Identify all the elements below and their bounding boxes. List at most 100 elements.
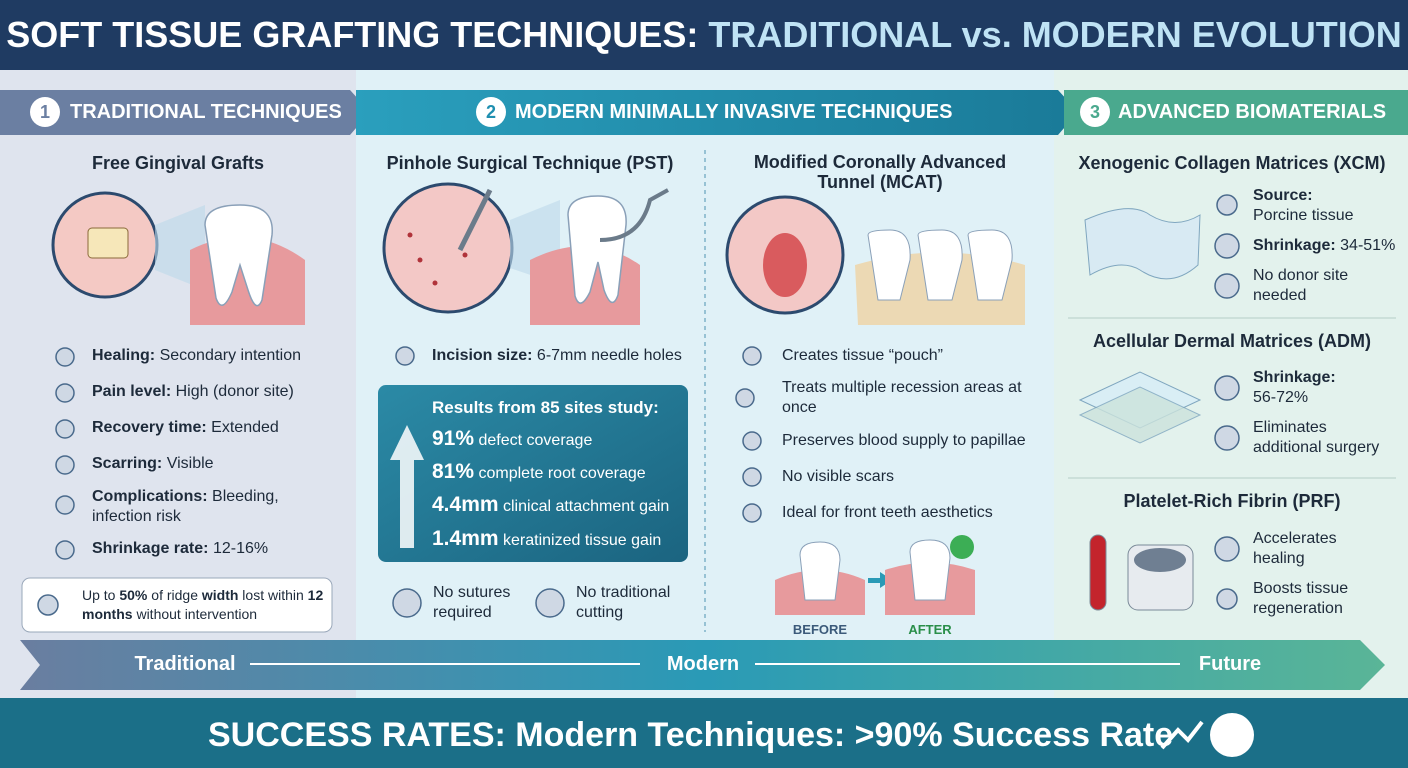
result: 81% complete root coverage bbox=[432, 461, 646, 484]
decoration bbox=[378, 385, 688, 562]
decoration bbox=[55, 383, 75, 403]
fact-text: No donor site needed bbox=[1253, 267, 1349, 304]
callout-part: 12 months bbox=[82, 587, 324, 622]
fact: Pain level: High (donor site) bbox=[92, 382, 294, 402]
decoration bbox=[1214, 273, 1240, 299]
decoration bbox=[867, 229, 911, 301]
decoration bbox=[1078, 386, 1202, 444]
fact: Incision size: 6-7mm needle holes bbox=[432, 346, 682, 366]
title-part: TRADITIONAL vs. MODERN EVOLUTION bbox=[708, 14, 1402, 55]
decoration bbox=[1210, 713, 1254, 757]
fact: Complications: Bleeding, infection risk bbox=[92, 487, 292, 527]
decoration bbox=[763, 233, 807, 297]
decoration bbox=[567, 195, 627, 304]
callout-part: Up to bbox=[82, 587, 120, 603]
result-text: complete root coverage bbox=[478, 465, 646, 482]
feature: Preserves blood supply to papillae bbox=[782, 432, 1026, 449]
fact-text: 56-72% bbox=[1253, 389, 1309, 406]
section-number: 2 bbox=[476, 97, 506, 127]
decoration bbox=[37, 194, 1240, 618]
fact-text: Accelerates healing bbox=[1253, 530, 1337, 567]
decoration bbox=[967, 229, 1013, 301]
decoration bbox=[55, 540, 75, 560]
result-value: 4.4mm bbox=[432, 493, 499, 516]
callout-part: lost within bbox=[238, 587, 308, 603]
callout-part: width bbox=[201, 587, 239, 603]
fact-label: Healing: bbox=[92, 347, 156, 364]
decoration bbox=[742, 467, 762, 487]
decoration bbox=[1134, 548, 1186, 572]
result: 1.4mm keratinized tissue gain bbox=[432, 527, 662, 551]
fact: Scarring: Visible bbox=[92, 454, 214, 474]
decoration bbox=[87, 227, 129, 259]
result: 91% defect coverage bbox=[432, 427, 593, 451]
result-text: defect coverage bbox=[478, 432, 593, 449]
fact-label: Scarring: bbox=[92, 455, 163, 472]
decoration bbox=[1214, 536, 1240, 562]
before-label: BEFORE bbox=[792, 622, 848, 637]
result-value: 91% bbox=[432, 427, 475, 450]
decoration bbox=[432, 280, 438, 286]
decoration bbox=[1160, 720, 1204, 750]
callout-part: 50% bbox=[119, 587, 148, 603]
fact-text: 6-7mm needle holes bbox=[536, 347, 682, 364]
fact-text: High (donor site) bbox=[175, 383, 294, 400]
decoration bbox=[395, 346, 415, 366]
fact: Shrinkage rate: 12-16% bbox=[92, 539, 268, 559]
decoration bbox=[0, 0, 1408, 70]
feature: Ideal for front teeth aesthetics bbox=[782, 504, 993, 521]
fact-text: Porcine tissue bbox=[1253, 207, 1354, 224]
technique-title: Pinhole Surgical Technique (PST) bbox=[386, 153, 674, 173]
callout-part: without intervention bbox=[132, 606, 258, 622]
decoration bbox=[909, 539, 951, 601]
decoration bbox=[0, 90, 370, 135]
material-title: Xenogenic Collagen Matrices (XCM) bbox=[1078, 153, 1386, 173]
fact-label: Shrinkage: bbox=[1253, 369, 1336, 386]
decoration bbox=[390, 425, 424, 548]
fact-label: Shrinkage: bbox=[1253, 237, 1336, 254]
decoration bbox=[1216, 588, 1238, 610]
decoration bbox=[742, 503, 762, 523]
result-text: keratinized tissue gain bbox=[503, 532, 662, 549]
decoration bbox=[1214, 425, 1240, 451]
fact-text: Visible bbox=[166, 455, 214, 472]
section-number: 3 bbox=[1080, 97, 1110, 127]
section-number: 1 bbox=[30, 97, 60, 127]
material-title: Platelet-Rich Fibrin (PRF) bbox=[1123, 491, 1341, 511]
decoration bbox=[392, 588, 422, 618]
decoration bbox=[1216, 194, 1238, 216]
decoration bbox=[950, 535, 974, 559]
decoration bbox=[55, 455, 75, 475]
fact: Source: Porcine tissue bbox=[1253, 186, 1393, 226]
decoration bbox=[1064, 90, 1408, 135]
fact-label: Recovery time: bbox=[92, 419, 207, 436]
decoration bbox=[55, 419, 75, 439]
technique-title: Free Gingival Grafts bbox=[91, 153, 265, 173]
decoration bbox=[735, 388, 755, 408]
fact: Recovery time: Extended bbox=[92, 418, 279, 438]
fact-text: Secondary intention bbox=[159, 347, 302, 364]
title-part: SOFT TISSUE GRAFTING TECHNIQUES: bbox=[6, 14, 699, 55]
timeline-label: Future bbox=[1198, 653, 1262, 675]
decoration bbox=[356, 90, 1078, 135]
decoration bbox=[55, 495, 75, 515]
decoration bbox=[462, 252, 468, 258]
decoration bbox=[799, 541, 841, 601]
fact-text: Extended bbox=[211, 419, 279, 436]
after-label: AFTER bbox=[908, 622, 952, 637]
results-title: Results from 85 sites study: bbox=[432, 398, 659, 417]
callout-part: of ridge bbox=[147, 587, 202, 603]
decoration bbox=[55, 347, 75, 367]
decoration bbox=[204, 204, 273, 307]
decoration bbox=[917, 229, 963, 301]
decoration bbox=[20, 640, 1385, 690]
section-title: MODERN MINIMALLY INVASIVE TECHNIQUES bbox=[515, 101, 953, 123]
section-title: ADVANCED BIOMATERIALS bbox=[1118, 101, 1387, 123]
result-value: 1.4mm bbox=[432, 527, 499, 550]
fact-label: Source: bbox=[1253, 187, 1313, 204]
technique-title: Modified Coronally Advanced Tunnel (MCAT… bbox=[753, 152, 1007, 192]
material-title: Acellular Dermal Matrices (ADM) bbox=[1092, 331, 1372, 351]
decoration bbox=[535, 588, 565, 618]
